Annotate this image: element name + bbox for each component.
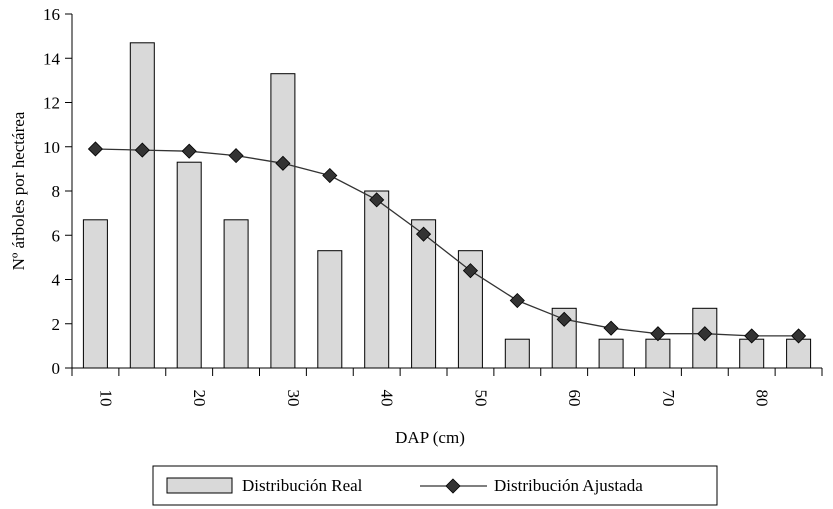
marker-70 <box>650 326 666 342</box>
line-series <box>95 148 799 337</box>
y-ticks: 0 2 4 6 8 10 12 14 16 <box>43 5 72 378</box>
marker-50 <box>462 263 479 279</box>
x-tick-label-80: 80 <box>753 390 772 407</box>
bar-65 <box>598 338 624 369</box>
marker-20 <box>181 143 197 159</box>
x-tick-label-20: 20 <box>190 390 209 407</box>
bar-80 <box>739 338 765 369</box>
marker-10 <box>87 141 104 157</box>
x-tick-label-40: 40 <box>378 390 397 407</box>
marker-85 <box>790 328 807 344</box>
line-markers <box>87 141 807 344</box>
marker-65 <box>603 320 619 336</box>
marker-30 <box>275 155 291 171</box>
y-tick-label-10: 10 <box>43 138 60 157</box>
marker-35 <box>322 167 338 184</box>
bar-35 <box>317 250 343 369</box>
y-tick-label-2: 2 <box>52 315 61 334</box>
bar-70 <box>645 338 671 369</box>
y-tick-label-12: 12 <box>43 94 60 113</box>
fitted-distribution-line <box>95 148 799 337</box>
y-tick-label-16: 16 <box>43 5 60 24</box>
y-tick-label-14: 14 <box>43 49 61 68</box>
legend-marker-adjusted <box>445 478 461 494</box>
y-tick-label-0: 0 <box>52 359 61 378</box>
y-tick-label-6: 6 <box>52 226 61 245</box>
bar-40 <box>364 190 390 369</box>
x-ticks: 10 20 30 40 50 60 70 80 <box>71 368 823 407</box>
x-tick-label-30: 30 <box>284 390 303 407</box>
x-tick-label-70: 70 <box>659 390 678 407</box>
bar-25 <box>223 219 249 369</box>
y-tick-label-8: 8 <box>52 182 61 201</box>
bar-20 <box>176 161 202 369</box>
bar-30 <box>270 73 296 369</box>
y-tick-label-4: 4 <box>52 271 61 290</box>
marker-25 <box>228 148 244 164</box>
bar-45 <box>411 219 437 369</box>
y-axis-label: Nº árboles por hectárea <box>9 111 28 270</box>
marker-40 <box>369 192 385 208</box>
bar-55 <box>504 338 530 369</box>
bar-series <box>82 42 812 369</box>
marker-45 <box>415 226 432 242</box>
legend-swatch-real <box>166 477 233 494</box>
x-tick-label-50: 50 <box>471 390 490 407</box>
marker-75 <box>697 326 713 342</box>
x-tick-label-10: 10 <box>96 390 115 407</box>
marker-55 <box>509 292 525 309</box>
legend-label-adjusted: Distribución Ajustada <box>494 476 643 495</box>
bar-85 <box>786 338 812 369</box>
marker-60 <box>556 311 572 327</box>
bar-15 <box>129 42 155 369</box>
legend: Distribución Real Distribución Ajustada <box>152 465 718 506</box>
marker-15 <box>134 142 150 158</box>
x-tick-label-60: 60 <box>565 390 584 407</box>
marker-80 <box>744 328 760 344</box>
legend-label-real: Distribución Real <box>242 476 363 495</box>
x-axis-label: DAP (cm) <box>395 428 465 447</box>
bar-10 <box>82 219 108 369</box>
